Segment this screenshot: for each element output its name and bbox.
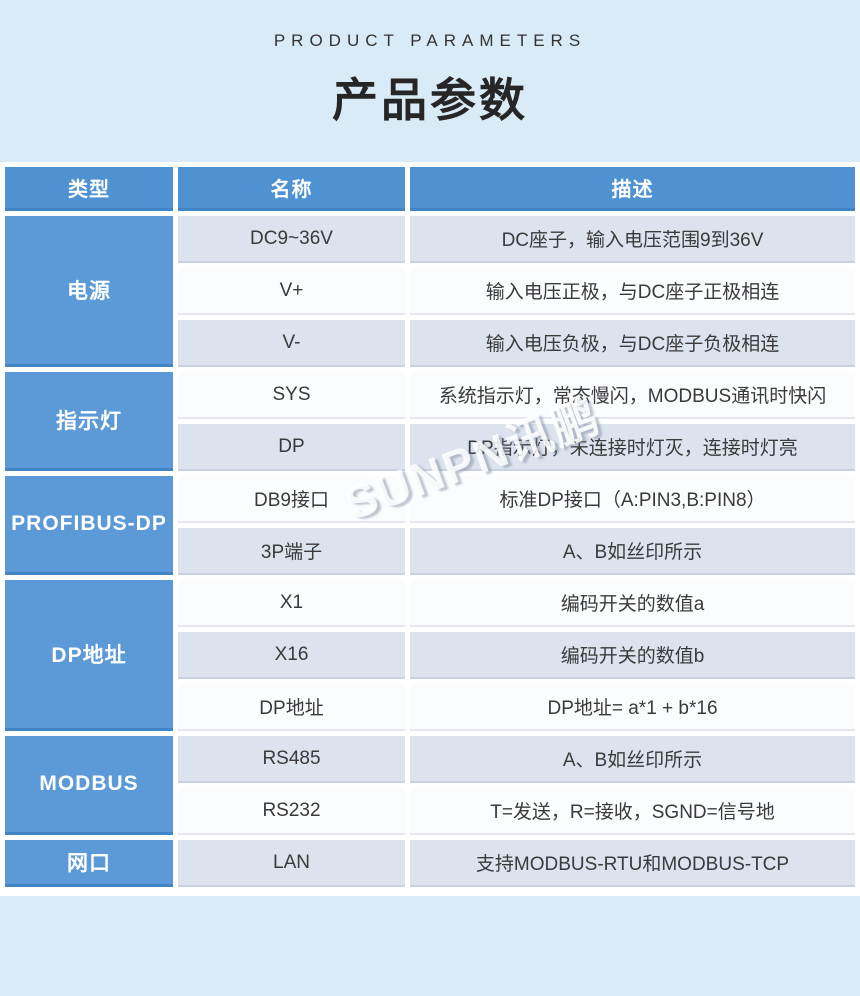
- param-row: 指示灯 SYS 系统指示灯，常态慢闪，MODBUS通讯时快闪: [5, 372, 855, 471]
- param-name-cell: SYS: [178, 372, 405, 419]
- param-row: MODBUS RS485 A、B如丝印所示: [5, 736, 855, 835]
- column-header-desc: 描述: [410, 167, 855, 211]
- param-name-cell: V+: [178, 268, 405, 315]
- param-name-cell: DC9~36V: [178, 216, 405, 263]
- bottom-spacer: [0, 896, 860, 996]
- param-row: 电源 DC9~36V DC座子，输入电压范围9到36V: [5, 216, 855, 367]
- page-header: PRODUCT PARAMETERS 产品参数: [0, 0, 860, 162]
- param-row: DP DP指示灯，未连接时灯灭，连接时灯亮: [5, 424, 855, 471]
- param-desc-cell: 编码开关的数值a: [410, 580, 855, 627]
- param-name-cell: RS232: [178, 788, 405, 835]
- param-desc-cell: A、B如丝印所示: [410, 736, 855, 783]
- parameters-table: 类型 名称 描述 电源 DC9~36V DC座子，输入电压范围9到36V V+ …: [0, 162, 860, 892]
- param-name-cell: LAN: [178, 840, 405, 887]
- param-desc-cell: DP地址= a*1 + b*16: [410, 684, 855, 731]
- param-desc-cell: 标准DP接口（A:PIN3,B:PIN8）: [410, 476, 855, 523]
- param-name-cell: V-: [178, 320, 405, 367]
- param-desc-cell: 系统指示灯，常态慢闪，MODBUS通讯时快闪: [410, 372, 855, 419]
- group-cell-dp-address: DP地址: [5, 580, 173, 731]
- section-eyebrow: PRODUCT PARAMETERS: [273, 31, 587, 50]
- param-row: DP地址 X1 编码开关的数值a: [5, 580, 855, 731]
- group-cell-indicator: 指示灯: [5, 372, 173, 471]
- param-row: V+ 输入电压正极，与DC座子正极相连: [5, 268, 855, 315]
- param-row: PROFIBUS-DP DB9接口 标准DP接口（A:PIN3,B:PIN8）: [5, 476, 855, 575]
- parameters-section: 类型 名称 描述 电源 DC9~36V DC座子，输入电压范围9到36V V+ …: [0, 162, 860, 896]
- group-cell-profibus-dp: PROFIBUS-DP: [5, 476, 173, 575]
- param-name-cell: DP: [178, 424, 405, 471]
- param-desc-cell: 输入电压负极，与DC座子负极相连: [410, 320, 855, 367]
- param-desc-cell: 支持MODBUS-RTU和MODBUS-TCP: [410, 840, 855, 887]
- param-row: V- 输入电压负极，与DC座子负极相连: [5, 320, 855, 367]
- param-desc-cell: DP指示灯，未连接时灯灭，连接时灯亮: [410, 424, 855, 471]
- param-desc-cell: 编码开关的数值b: [410, 632, 855, 679]
- group-cell-power: 电源: [5, 216, 173, 367]
- param-name-cell: X1: [178, 580, 405, 627]
- param-name-cell: RS485: [178, 736, 405, 783]
- param-desc-cell: T=发送，R=接收，SGND=信号地: [410, 788, 855, 835]
- param-desc-cell: A、B如丝印所示: [410, 528, 855, 575]
- param-row: X16 编码开关的数值b: [5, 632, 855, 679]
- column-header-type: 类型: [5, 167, 173, 211]
- param-name-cell: X16: [178, 632, 405, 679]
- param-row: DP地址 DP地址= a*1 + b*16: [5, 684, 855, 731]
- page-title: 产品参数: [332, 74, 528, 126]
- group-cell-lan-port: 网口: [5, 840, 173, 887]
- column-header-name: 名称: [178, 167, 405, 211]
- param-name-cell: DB9接口: [178, 476, 405, 523]
- param-name-cell: 3P端子: [178, 528, 405, 575]
- param-desc-cell: DC座子，输入电压范围9到36V: [410, 216, 855, 263]
- group-cell-modbus: MODBUS: [5, 736, 173, 835]
- param-row: 网口 LAN 支持MODBUS-RTU和MODBUS-TCP: [5, 840, 855, 887]
- table-header-row: 类型 名称 描述: [5, 167, 855, 211]
- param-name-cell: DP地址: [178, 684, 405, 731]
- param-row: 3P端子 A、B如丝印所示: [5, 528, 855, 575]
- param-desc-cell: 输入电压正极，与DC座子正极相连: [410, 268, 855, 315]
- param-row: RS232 T=发送，R=接收，SGND=信号地: [5, 788, 855, 835]
